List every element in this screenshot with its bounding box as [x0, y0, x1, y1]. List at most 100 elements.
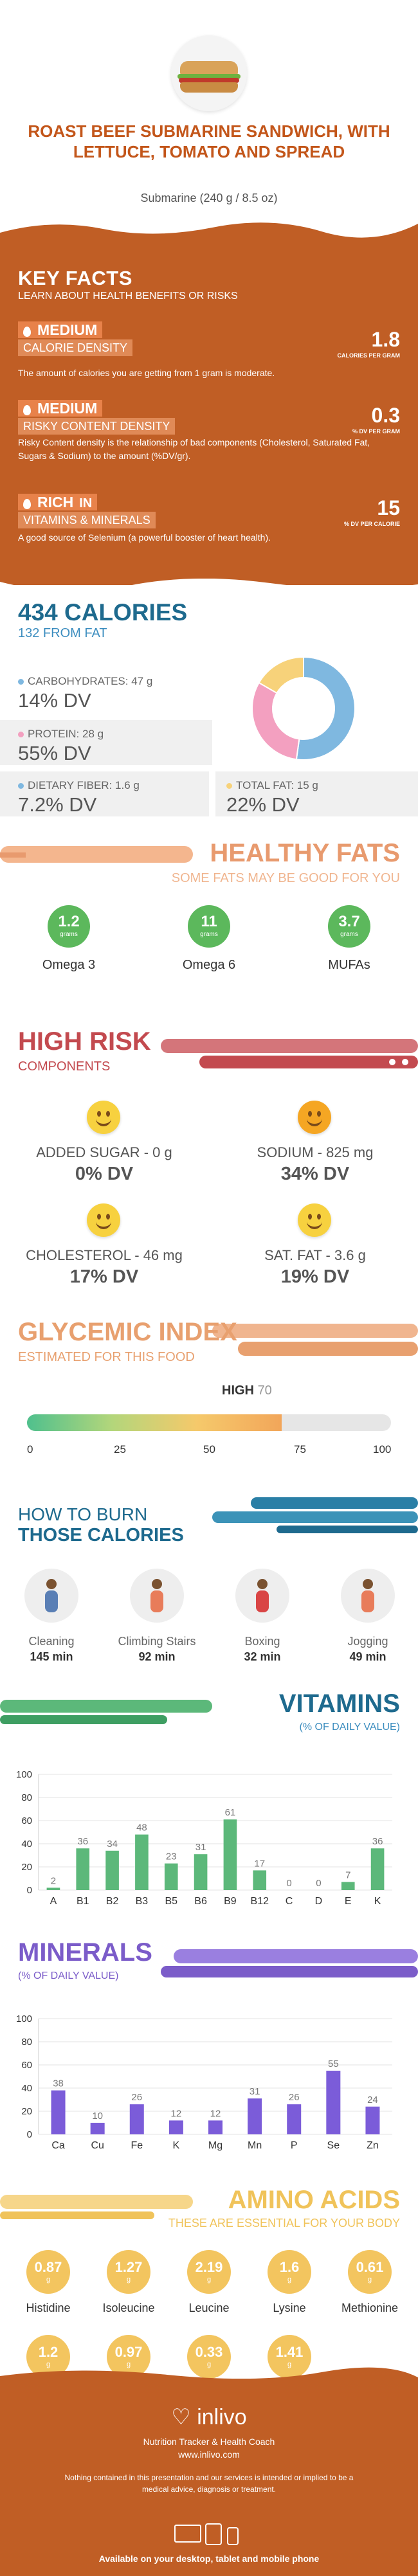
bar-value-label: 38 — [53, 2078, 64, 2089]
amino-value: 1.41 — [275, 2344, 304, 2360]
glycemic-level: HIGH 70 — [222, 1383, 272, 1398]
calorie-density-unit: CALORIES PER GRAM — [337, 352, 400, 359]
bar — [341, 1882, 355, 1890]
bar — [129, 2104, 144, 2134]
flame-icon — [23, 327, 31, 338]
high-risk-title: HIGH RISK — [18, 1027, 151, 1056]
brand-logo: ♡ inlivo — [171, 2405, 247, 2429]
vitamins-title: VITAMINS — [278, 1689, 400, 1718]
amino-unit: g — [287, 2276, 292, 2283]
amino-unit: g — [46, 2276, 51, 2283]
y-tick-label: 100 — [16, 2013, 32, 2024]
stripe-decoration — [212, 1324, 418, 1356]
bar-value-label: 12 — [171, 2108, 182, 2119]
footer-url[interactable]: www.inlivo.com — [178, 2449, 240, 2460]
footer: ♡ inlivo Nutrition Tracker & Health Coac… — [0, 2379, 418, 2576]
y-tick-label: 60 — [21, 2060, 32, 2071]
added-sugar-label: ADDED SUGAR - 0 g — [36, 1144, 172, 1160]
donut-slice-carbs — [295, 656, 356, 761]
bar-value-label: 26 — [289, 2092, 300, 2103]
sat-fat-label: SAT. FAT - 3.6 g — [264, 1247, 366, 1263]
amino-label: Methionine — [341, 2301, 399, 2314]
bar-value-label: 31 — [195, 1842, 206, 1853]
healthy-fats-title: HEALTHY FATS — [210, 839, 400, 867]
sat-fat-dv: 19% DV — [280, 1266, 350, 1287]
donut-slice-protein — [251, 681, 300, 761]
laughing-face-icon — [87, 1101, 120, 1134]
x-tick-label: Zn — [367, 2140, 379, 2151]
bar-value-label: 23 — [166, 1851, 177, 1862]
fiber-item: DIETARY FIBER: 1.6 g 7.2% DV — [18, 779, 140, 816]
y-tick-label: 40 — [21, 1839, 32, 1850]
minerals-title: MINERALS — [18, 1938, 152, 1967]
food-title: Roast beef submarine sandwich, with lett… — [28, 122, 390, 161]
bar-value-label: 0 — [286, 1878, 291, 1889]
x-tick-label: A — [50, 1896, 57, 1907]
stripe-decoration — [212, 1497, 418, 1533]
smiley-orange-icon — [298, 1101, 331, 1134]
fat-box — [215, 771, 418, 816]
calorie-density-label: CALORIE DENSITY — [18, 339, 133, 356]
amino-unit: g — [367, 2276, 372, 2283]
glycemic-tick: 25 — [114, 1443, 126, 1455]
amino-unit: g — [126, 2361, 131, 2368]
cholesterol-dv: 17% DV — [69, 1266, 139, 1287]
added-sugar-dv: 0% DV — [75, 1164, 134, 1184]
stripe-decoration — [161, 1949, 418, 1977]
x-tick-label: Ca — [51, 2140, 65, 2151]
y-tick-label: 0 — [27, 1885, 32, 1896]
vitamins-level: RICH IN — [18, 494, 98, 510]
activity-minutes: 49 min — [349, 1650, 386, 1663]
stripe-decoration — [0, 1700, 212, 1724]
x-tick-label: Mg — [208, 2140, 223, 2151]
bar — [105, 1850, 119, 1890]
glycemic-title: GLYCEMIC INDEX — [18, 1318, 237, 1346]
amino-value: 1.27 — [114, 2259, 143, 2275]
vitamins-subtitle: (% OF DAILY VALUE) — [299, 1722, 400, 1733]
amino-label: Leucine — [188, 2301, 230, 2314]
serving-size: Submarine (240 g / 8.5 oz) — [140, 192, 278, 204]
glycemic-tick: 0 — [27, 1443, 33, 1455]
y-tick-label: 80 — [21, 1792, 32, 1803]
x-tick-label: B12 — [251, 1896, 269, 1907]
sodium-label: SODIUM - 825 mg — [257, 1144, 374, 1160]
activity-minutes: 145 min — [30, 1650, 73, 1663]
bar — [51, 2090, 66, 2134]
bar-value-label: 48 — [136, 1823, 147, 1833]
fiber-box — [0, 771, 209, 816]
donut-slice-fat — [258, 656, 304, 694]
calories-from-fat: 132 FROM FAT — [18, 626, 107, 640]
protein-dot — [18, 732, 24, 737]
y-tick-label: 20 — [21, 2106, 32, 2117]
x-tick-label: D — [315, 1896, 323, 1907]
calories-section: 434 CALORIES 132 FROM FAT CARBOHYDRATES:… — [0, 585, 418, 823]
bar-value-label: 31 — [250, 2086, 260, 2097]
bar-value-label: 36 — [372, 1836, 383, 1847]
bar — [223, 1819, 237, 1890]
x-tick-label: B3 — [136, 1896, 149, 1907]
minerals-bar-chart: 0 20 40 60 80 100 38 Ca 10 Cu 26 Fe 12 K 12 Mg 31 Mn 26 P 55… — [16, 2013, 392, 2151]
calorie-density-desc: The amount of calories you are getting f… — [18, 368, 275, 378]
activity-name: Jogging — [347, 1635, 388, 1648]
amino-unit: g — [206, 2361, 212, 2368]
risky-density-value: 0.3 — [371, 404, 400, 427]
key-facts-title: KEY FACTS — [18, 267, 132, 289]
flame-icon — [23, 405, 31, 416]
amino-circle: 1.41 g — [268, 2335, 311, 2379]
activity-name: Cleaning — [28, 1635, 75, 1648]
activity-minutes: 32 min — [244, 1650, 281, 1663]
bar — [194, 1854, 208, 1890]
bar-value-label: 61 — [225, 1807, 236, 1818]
amino-value: 1.6 — [279, 2259, 300, 2275]
bar-value-label: 2 — [51, 1875, 56, 1886]
bar — [90, 2123, 105, 2134]
glycemic-bar — [27, 1414, 391, 1431]
y-tick-label: 100 — [16, 1769, 32, 1780]
bar — [168, 2120, 183, 2134]
stripe-decoration — [0, 2195, 193, 2219]
bar — [370, 1848, 385, 1890]
omega3-circle: 1.2 grams — [48, 905, 90, 948]
amino-unit: g — [126, 2276, 131, 2283]
healthy-fats-subtitle: SOME FATS MAY BE GOOD FOR YOU — [171, 871, 400, 885]
bar-value-label: 34 — [107, 1839, 118, 1850]
